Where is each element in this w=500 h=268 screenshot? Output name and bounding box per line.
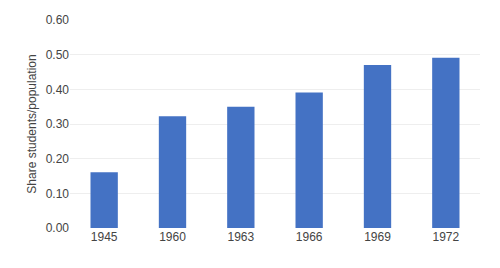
svg-text:Share students/population: Share students/population — [25, 54, 39, 193]
svg-text:0.10: 0.10 — [46, 187, 70, 201]
svg-text:0.00: 0.00 — [46, 221, 70, 235]
svg-text:0.60: 0.60 — [46, 13, 70, 27]
svg-text:1966: 1966 — [296, 230, 323, 244]
svg-text:1945: 1945 — [91, 230, 118, 244]
svg-text:0.50: 0.50 — [46, 48, 70, 62]
svg-text:1972: 1972 — [432, 230, 459, 244]
svg-text:0.20: 0.20 — [46, 152, 70, 166]
svg-text:1960: 1960 — [159, 230, 186, 244]
svg-text:1969: 1969 — [364, 230, 391, 244]
svg-text:0.30: 0.30 — [46, 117, 70, 131]
svg-text:1963: 1963 — [227, 230, 254, 244]
svg-text:0.40: 0.40 — [46, 83, 70, 97]
